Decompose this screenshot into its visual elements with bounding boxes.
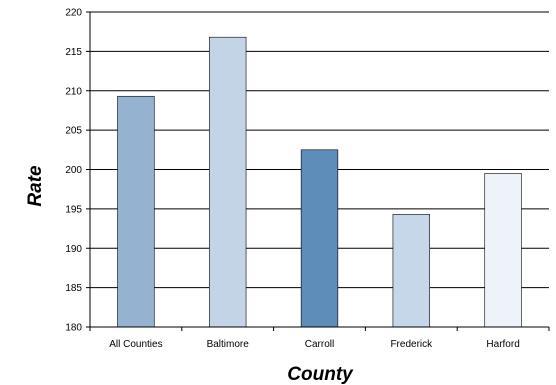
x-tick-labels: All Counties Baltimore Carroll Frederick Har… xyxy=(109,339,520,350)
bar-carroll xyxy=(300,149,339,328)
y-tick-label: 200 xyxy=(65,165,82,176)
y-tick-label: 195 xyxy=(65,204,82,215)
bar-baltimore xyxy=(209,36,247,328)
y-tick-labels: 180 185 190 195 200 205 210 215 220 xyxy=(65,8,82,334)
y-tick-label: 210 xyxy=(65,86,82,97)
y-tick-label: 215 xyxy=(65,47,82,58)
x-tick-label: Carroll xyxy=(305,339,334,350)
x-tick-label: All Counties xyxy=(109,339,162,350)
bar-frederick xyxy=(392,214,430,328)
axes xyxy=(86,11,550,331)
x-tick-label: Baltimore xyxy=(207,339,250,350)
bar-harford xyxy=(484,173,522,328)
y-tick-label: 190 xyxy=(65,244,82,255)
x-axis-title: County xyxy=(287,364,354,385)
y-tick-label: 220 xyxy=(65,8,82,19)
x-tick-label: Frederick xyxy=(390,339,433,350)
y-axis-title: Rate xyxy=(25,165,46,207)
x-tick-label: Harford xyxy=(486,339,519,350)
y-tick-label: 205 xyxy=(65,126,82,137)
bar-all-counties xyxy=(117,95,155,328)
y-tick-label: 180 xyxy=(65,323,82,334)
bars xyxy=(117,36,522,328)
y-tick-label: 185 xyxy=(65,283,82,294)
